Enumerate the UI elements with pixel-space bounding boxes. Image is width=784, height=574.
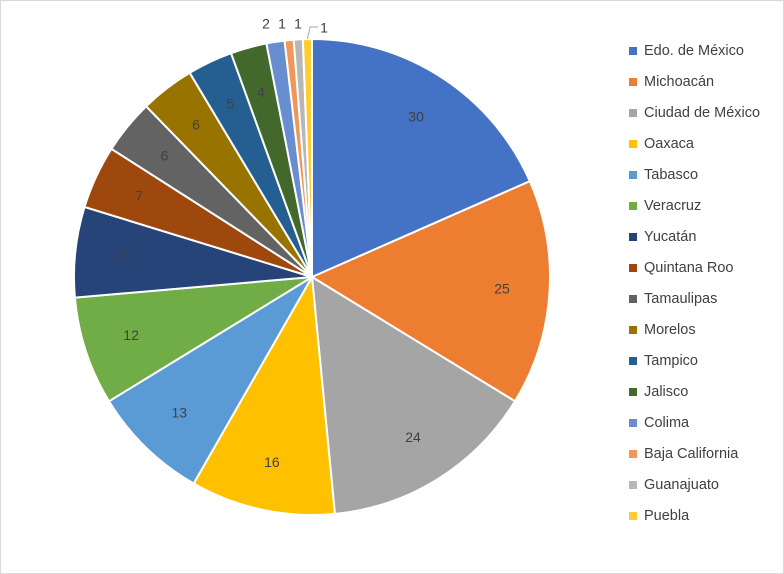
pie-slices: [73, 37, 551, 516]
legend-item-tamaulipas: Tamaulipas: [629, 283, 760, 314]
pie-slice-edo-de-mexico: [311, 37, 532, 279]
legend-item-quintana-roo: Quintana Roo: [629, 252, 760, 283]
legend-swatch: [629, 108, 637, 117]
legend-label: Tampico: [644, 352, 698, 369]
data-label-oaxaca: 16: [264, 454, 280, 470]
legend-swatch: [629, 139, 637, 148]
pie-slice-veracruz: [73, 276, 313, 403]
legend-item-yucatan: Yucatán: [629, 221, 760, 252]
legend-swatch: [629, 294, 637, 303]
legend-item-edo-de-mexico: Edo. de México: [629, 35, 760, 66]
pie-slice-tabasco: [107, 276, 313, 485]
legend-item-michoacan: Michoacán: [629, 66, 760, 97]
legend-swatch: [629, 77, 637, 86]
legend-label: Ciudad de México: [644, 104, 761, 121]
legend-label: Puebla: [644, 507, 690, 524]
legend: Edo. de México Michoacán Ciudad de México O…: [629, 35, 760, 531]
legend-item-veracruz: Veracruz: [629, 190, 760, 221]
legend-label: Veracruz: [644, 197, 702, 214]
legend-item-colima: Colima: [629, 407, 760, 438]
legend-swatch: [629, 387, 637, 396]
data-label-michoacan: 25: [494, 281, 510, 297]
legend-item-tampico: Tampico: [629, 345, 760, 376]
legend-swatch: [629, 511, 637, 520]
legend-item-morelos: Morelos: [629, 314, 760, 345]
legend-swatch: [629, 46, 637, 55]
legend-swatch: [629, 356, 637, 365]
legend-label: Oaxaca: [644, 135, 694, 152]
legend-label: Guanajuato: [644, 476, 719, 493]
legend-item-tabasco: Tabasco: [629, 159, 760, 190]
data-label-yucatan: 10: [115, 248, 131, 264]
data-label-edo-de-mexico: 30: [408, 108, 424, 124]
data-label-guanajuato: 1: [294, 16, 302, 32]
legend-label: Morelos: [644, 321, 696, 338]
data-label-veracruz: 12: [123, 327, 139, 343]
legend-swatch: [629, 480, 637, 489]
leader-line: [306, 26, 318, 40]
legend-swatch: [629, 325, 637, 334]
legend-label: Jalisco: [644, 383, 689, 400]
data-label-tamaulipas: 6: [161, 147, 169, 163]
legend-item-jalisco: Jalisco: [629, 376, 760, 407]
legend-swatch: [629, 418, 637, 427]
data-label-morelos: 6: [192, 117, 200, 133]
legend-swatch: [629, 263, 637, 272]
legend-swatch: [629, 449, 637, 458]
legend-label: Tamaulipas: [644, 290, 718, 307]
legend-item-guanajuato: Guanajuato: [629, 469, 760, 500]
data-label-tabasco: 13: [172, 404, 188, 420]
legend-label: Baja California: [644, 445, 739, 462]
legend-swatch: [629, 201, 637, 210]
legend-label: Quintana Roo: [644, 259, 734, 276]
data-label-puebla: 1: [320, 20, 328, 36]
legend-item-oaxaca: Oaxaca: [629, 128, 760, 159]
pie-slice-michoacan: [309, 179, 551, 403]
data-label-ciudad-de-mexico: 24: [405, 429, 421, 445]
pie-slice-oaxaca: [192, 273, 336, 516]
data-label-quintana-roo: 7: [135, 188, 143, 204]
legend-swatch: [629, 170, 637, 179]
legend-label: Michoacán: [644, 73, 715, 90]
legend-swatch: [629, 232, 637, 241]
legend-label: Edo. de México: [644, 42, 744, 59]
legend-item-baja-california: Baja California: [629, 438, 760, 469]
legend-item-ciudad-de-mexico: Ciudad de México: [629, 97, 760, 128]
data-label-baja-california: 1: [278, 16, 286, 32]
legend-label: Colima: [644, 414, 690, 431]
legend-label: Yucatán: [644, 228, 697, 245]
legend-item-puebla: Puebla: [629, 500, 760, 531]
data-label-jalisco: 4: [257, 84, 265, 100]
pie-slice-ciudad-de-mexico: [310, 275, 517, 515]
data-label-tampico: 5: [226, 96, 234, 112]
pie-slice-puebla: [301, 37, 313, 278]
data-label-colima: 2: [262, 16, 270, 32]
legend-label: Tabasco: [644, 166, 699, 183]
